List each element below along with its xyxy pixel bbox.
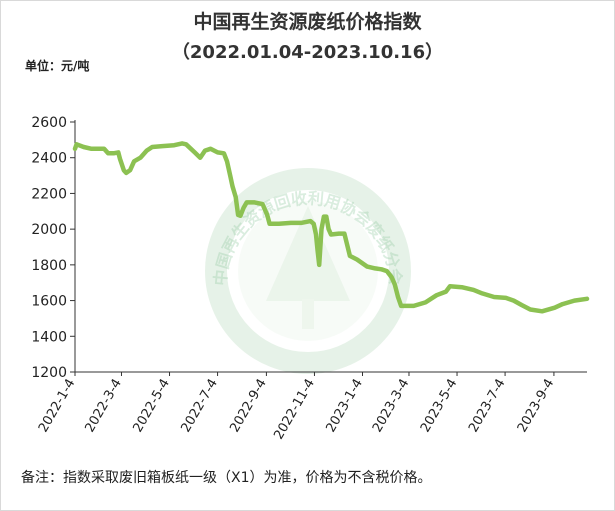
x-tick-label: 2022-9-4 bbox=[227, 377, 269, 436]
x-tick-label: 2022-3-4 bbox=[82, 377, 124, 436]
footnote: 备注：指数采取废旧箱板纸一级（X1）为准，价格为不含税价格。 bbox=[21, 470, 432, 486]
x-tick-label: 2023-5-4 bbox=[418, 377, 460, 436]
axes bbox=[74, 120, 587, 373]
y-tick-label: 1400 bbox=[31, 329, 67, 345]
series-line bbox=[72, 141, 590, 314]
series-lines bbox=[72, 141, 590, 314]
x-tick-label: 2022-1-4 bbox=[36, 377, 78, 436]
x-tick-label: 2023-7-4 bbox=[466, 376, 508, 435]
x-tick-label: 2023-1-4 bbox=[323, 377, 365, 436]
y-tick-label: 1600 bbox=[31, 294, 67, 310]
y-tick-label: 2600 bbox=[31, 115, 67, 131]
x-tick-labels: 2022-1-4 2022-3-4 2022-5-4 2022-7-4 2022-9-4… bbox=[36, 372, 557, 442]
watermark-logo: 中国再生资源回收利用协会废纸分会 bbox=[205, 168, 411, 374]
x-tick-label: 2023-9-4 bbox=[515, 377, 557, 436]
y-tick-label: 2200 bbox=[31, 186, 67, 202]
y-tick-label: 2000 bbox=[31, 222, 67, 238]
chart-title: 中国再生资源废纸价格指数 bbox=[193, 11, 422, 33]
x-tick-label: 2022-7-4 bbox=[179, 377, 221, 436]
y-tick-label: 2400 bbox=[31, 151, 67, 167]
x-tick-label: 2022-11-4 bbox=[271, 377, 318, 443]
y-tick-label: 1200 bbox=[31, 365, 67, 381]
y-axis-unit-label: 单位：元/吨 bbox=[25, 59, 90, 73]
y-tick-labels: 1200 1400 1600 1800 2000 2200 2400 2600 bbox=[31, 115, 75, 381]
y-tick-label: 1800 bbox=[31, 258, 67, 274]
x-tick-label: 2023-3-4 bbox=[370, 377, 412, 436]
x-tick-label: 2022-5-4 bbox=[130, 377, 172, 436]
chart-subtitle: （2022.01.04-2023.10.16） bbox=[171, 42, 444, 63]
